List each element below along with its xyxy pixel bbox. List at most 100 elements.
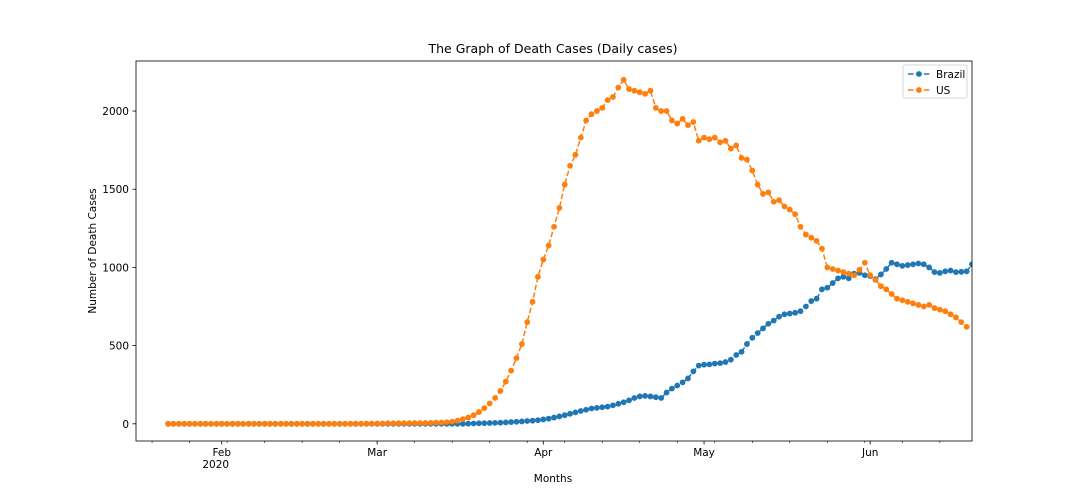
data-point-brazil [513,418,520,425]
data-point-brazil [679,379,686,386]
data-point-us [181,420,188,427]
data-point-us [631,87,638,94]
data-point-us [390,420,397,427]
data-point-brazil [470,420,477,427]
data-point-brazil [620,399,627,406]
data-point-brazil [963,268,970,275]
data-point-brazil [481,420,488,427]
data-point-us [256,420,263,427]
data-point-brazil [588,405,595,412]
data-point-us [722,137,729,144]
data-point-us [497,388,504,394]
data-point-us [695,137,702,144]
data-point-brazil [813,295,820,302]
data-point-us [454,417,461,424]
data-point-us [770,198,777,205]
data-point-us [492,395,498,401]
data-point-brazil [486,420,493,426]
data-point-us [208,420,214,427]
data-point-us [963,323,970,330]
data-point-us [781,203,788,210]
data-point-brazil [878,271,884,278]
x-tick-label: Jun [861,447,878,459]
data-point-brazil [508,419,515,425]
data-point-us [224,420,231,427]
data-point-brazil [770,317,777,324]
data-point-us [218,420,225,427]
data-point-us [406,420,413,427]
data-point-brazil [920,261,927,268]
data-point-brazil [652,394,659,401]
data-point-us [604,97,611,103]
data-point-brazil [733,352,740,358]
data-point-us [754,181,761,188]
data-point-us [738,155,745,161]
data-point-us [476,409,482,415]
data-point-us [883,286,890,293]
data-point-brazil [894,261,900,268]
data-point-brazil [717,360,724,367]
data-point-brazil [904,262,911,268]
data-point-us [599,105,606,111]
data-point-brazil [642,393,648,399]
data-point-brazil [953,269,959,276]
data-point-us [904,298,911,305]
data-point-brazil [518,418,525,425]
data-point-us [529,298,536,305]
data-point-us [331,420,338,427]
data-point-us [240,420,247,427]
data-point-us [315,420,322,427]
data-point-us [288,420,295,427]
data-point-us [374,420,381,427]
data-point-us [652,105,659,111]
data-point-us [824,264,831,271]
data-point-brazil [669,385,675,392]
data-point-us [535,273,541,280]
legend: Brazil US [902,64,968,99]
data-point-brazil [744,341,750,347]
data-point-us [878,283,884,290]
data-point-brazil [926,264,933,271]
data-point-us [449,418,456,425]
data-point-brazil [615,400,622,407]
data-point-brazil [551,414,557,421]
data-point-us [610,94,616,100]
data-point-brazil [685,375,691,382]
data-point-us [502,378,509,385]
data-point-us [272,420,279,427]
data-point-us [572,151,579,158]
data-point-us [920,303,927,310]
data-point-brazil [524,418,531,424]
data-point-us [701,134,707,141]
data-point-brazil [647,393,654,400]
data-point-us [647,87,654,94]
data-point-us [776,197,782,204]
data-point-us [663,108,670,114]
legend-marker-us [916,87,922,93]
data-point-us [320,420,327,427]
data-point-us [202,420,209,427]
data-point-brazil [915,260,922,267]
data-point-us [583,117,590,124]
data-point-brazil [636,393,643,400]
data-point-brazil [840,273,847,280]
data-point-brazil [824,284,831,291]
data-point-us [899,297,906,304]
data-point-us [326,420,332,427]
data-point-us [481,405,488,412]
data-point-brazil [792,309,799,316]
data-point-us [165,420,172,427]
plot-area [165,76,972,427]
data-point-brazil [738,348,745,355]
data-point-us [835,267,841,274]
y-tick-label: 0 [122,419,129,431]
data-point-us [690,119,697,125]
data-point-us [417,420,423,426]
data-point-us [379,420,386,427]
data-point-us [744,156,750,163]
data-point-us [829,266,836,272]
data-point-us [299,420,306,427]
data-point-brazil [540,416,547,423]
data-point-brazil [899,262,906,269]
data-point-brazil [931,269,938,276]
